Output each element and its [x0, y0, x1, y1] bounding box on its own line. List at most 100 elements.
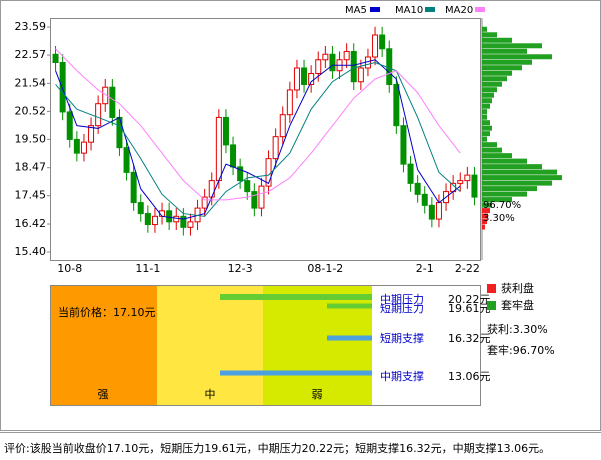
profile-bar [482, 191, 527, 197]
candle-body [187, 221, 194, 228]
profile-bar [482, 98, 492, 104]
candle-body [393, 83, 400, 127]
y-tick-label: 16.42 [15, 217, 47, 230]
candle-body [215, 116, 222, 182]
profile-bar [482, 219, 487, 225]
y-tick-label: 21.54 [15, 76, 47, 89]
profile-bar [482, 158, 527, 164]
y-tick-label: 20.52 [15, 104, 47, 117]
legend-label: 套牢盘 [501, 298, 534, 312]
candle-body [308, 72, 315, 85]
profile-bar [482, 76, 507, 82]
candle-body [173, 215, 180, 223]
profile-bar [482, 114, 487, 120]
profile-bar [482, 186, 537, 192]
y-tick-label: 22.57 [15, 48, 47, 61]
y-tick-label: 19.50 [15, 132, 47, 145]
candle-body [421, 193, 428, 206]
footer: 评价:该股当前收盘价17.10元，短期压力19.61元，中期压力20.22元；短… [4, 441, 550, 455]
candle-body [80, 141, 87, 154]
profile-bar [482, 70, 512, 76]
profile-bar [482, 48, 527, 54]
candle-body [400, 125, 407, 165]
zone-strong [50, 285, 157, 405]
profile-bar [482, 54, 552, 60]
candle-body [357, 67, 364, 83]
zone-label: 中 [205, 388, 216, 401]
profile-bar [482, 131, 490, 137]
level-price: 13.06元 [448, 370, 491, 383]
profile-bar [482, 147, 502, 153]
profile-bar [482, 197, 512, 203]
candle-body [414, 182, 421, 195]
x-tick-label: 11-1 [135, 262, 160, 275]
legend-swatch [475, 7, 485, 12]
zone-label: 强 [98, 388, 109, 401]
ma-line [55, 59, 461, 220]
candle-body [379, 34, 386, 50]
profile-bar [482, 202, 492, 208]
current-price: 当前价格：17.10元 [58, 305, 156, 319]
candle-body [151, 215, 158, 226]
candle-body [66, 111, 73, 140]
profile-annotation: 3.30% [483, 213, 515, 224]
profile-bar [482, 120, 490, 126]
profile-bar [482, 153, 512, 159]
candle-body [180, 215, 187, 228]
candle-body [279, 114, 286, 138]
profile-bar [482, 81, 502, 87]
candle-body [372, 34, 379, 58]
profile-bar [482, 65, 522, 71]
candle-body [130, 171, 137, 204]
candle-body [322, 53, 329, 61]
y-tick-label: 17.45 [15, 189, 47, 202]
candle-body [201, 196, 208, 209]
zone-weak [263, 285, 372, 405]
profile-bar [482, 109, 487, 115]
x-tick-label: 08-1-2 [307, 262, 343, 275]
candle-body [343, 51, 350, 61]
profile-bar [482, 142, 497, 148]
candle-body [286, 89, 293, 116]
candle-body [88, 125, 95, 143]
x-tick-label: 12-3 [228, 262, 253, 275]
candle-body [73, 138, 80, 154]
candle-body [272, 136, 279, 160]
level-price: 16.32元 [448, 332, 491, 345]
candle-body [407, 163, 414, 184]
legend-swatch [487, 301, 496, 310]
panel-frame [50, 285, 481, 406]
candle-body [59, 61, 66, 113]
candle-body [386, 48, 393, 85]
profit-ratio: 获利:3.30% [487, 323, 548, 336]
candle-body [301, 67, 308, 85]
profile-bar [482, 208, 490, 214]
level-name: 中期支撑 [380, 369, 424, 383]
legend-swatch [370, 7, 380, 12]
profile-bar [482, 26, 487, 32]
candle-body [258, 185, 265, 209]
ma-line [55, 61, 461, 217]
profile-bar [482, 169, 557, 175]
profile-bar [482, 175, 562, 181]
candle-body [350, 51, 357, 83]
candle-body [457, 180, 464, 184]
profile-annotation: 96.70% [483, 200, 521, 211]
candle-body [222, 116, 229, 146]
legend-swatch [487, 284, 496, 293]
profile-bar [482, 87, 497, 93]
profile-bar [482, 43, 542, 49]
candle-body [144, 213, 151, 226]
candle-body [251, 191, 258, 209]
candle-body [237, 166, 244, 182]
candle-body [208, 180, 215, 198]
profile-bar [482, 136, 487, 142]
x-tick-label: 2-1 [416, 262, 434, 275]
candle-body [95, 103, 102, 127]
x-tick-label: 2-22 [455, 262, 480, 275]
profile-bar [482, 125, 492, 131]
candle-body [102, 86, 109, 105]
level-price: 19.61元 [448, 302, 491, 315]
